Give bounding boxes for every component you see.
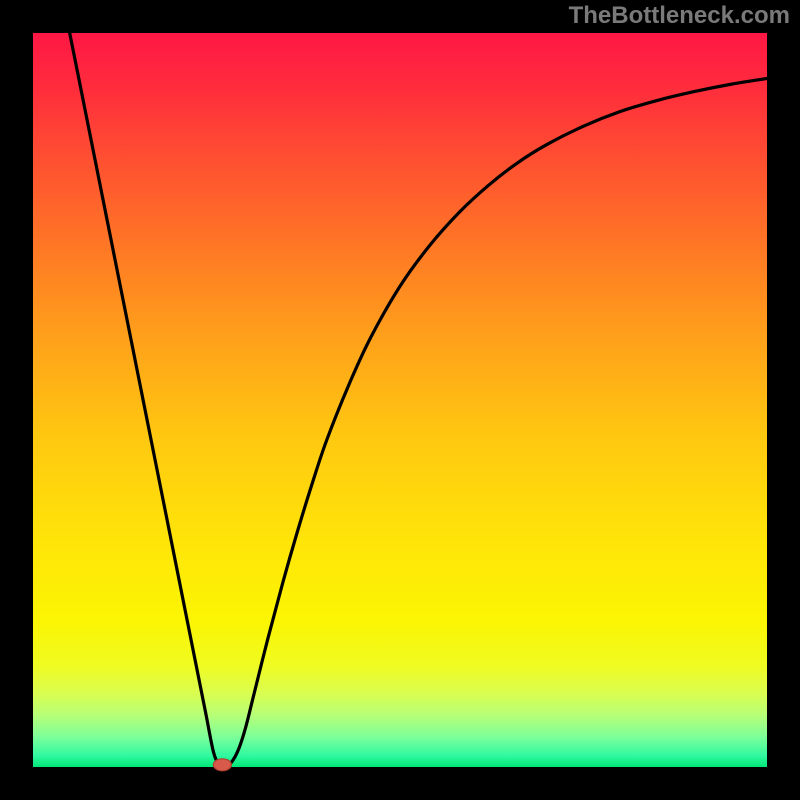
watermark-label: TheBottleneck.com (569, 2, 790, 30)
chart-container: TheBottleneck.com (0, 0, 800, 800)
optimal-point-marker (213, 759, 231, 771)
bottleneck-chart (0, 0, 800, 800)
